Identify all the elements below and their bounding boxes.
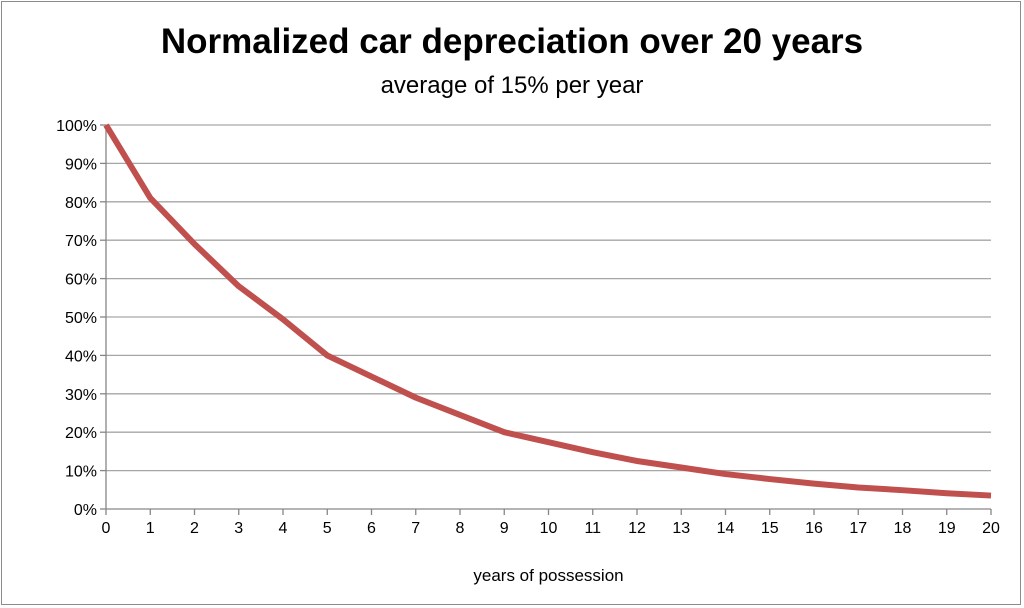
y-tick-label: 100% <box>56 118 97 135</box>
x-tick-label: 13 <box>672 520 690 537</box>
x-axis-label: years of possession <box>473 566 624 585</box>
x-tick-label: 0 <box>102 520 111 537</box>
y-tick-label: 40% <box>65 348 97 365</box>
x-tick-label: 18 <box>894 520 912 537</box>
y-tick-label: 90% <box>65 156 97 173</box>
chart-subtitle: average of 15% per year <box>380 72 644 99</box>
x-tick-label: 16 <box>805 520 823 537</box>
y-tick-label: 70% <box>65 233 97 250</box>
x-tick-label: 20 <box>982 520 1000 537</box>
y-tick-label: 0% <box>74 502 97 519</box>
x-tick-label: 19 <box>938 520 956 537</box>
x-tick-label: 5 <box>323 520 332 537</box>
y-tick-label: 20% <box>65 425 97 442</box>
x-tick-label: 1 <box>146 520 155 537</box>
x-tick-label: 10 <box>540 520 558 537</box>
x-tick-label: 11 <box>584 520 601 537</box>
y-tick-label: 60% <box>65 272 97 289</box>
x-tick-label: 6 <box>367 520 376 537</box>
x-tick-label: 15 <box>761 520 779 537</box>
x-tick-label: 7 <box>411 520 420 537</box>
y-tick-label: 10% <box>65 464 97 481</box>
x-tick-label: 4 <box>279 520 288 537</box>
y-tick-label: 30% <box>65 387 97 404</box>
x-tick-label: 9 <box>500 520 509 537</box>
x-tick-label: 14 <box>717 520 735 537</box>
x-tick-label: 3 <box>234 520 243 537</box>
x-tick-label: 12 <box>628 520 646 537</box>
x-tick-label: 2 <box>190 520 199 537</box>
y-tick-label: 50% <box>65 310 97 327</box>
x-tick-label: 8 <box>456 520 465 537</box>
chart-title: Normalized car depreciation over 20 year… <box>160 22 864 61</box>
x-tick-label: 17 <box>849 520 867 537</box>
y-tick-label: 80% <box>65 195 97 212</box>
series-line <box>103 123 992 499</box>
